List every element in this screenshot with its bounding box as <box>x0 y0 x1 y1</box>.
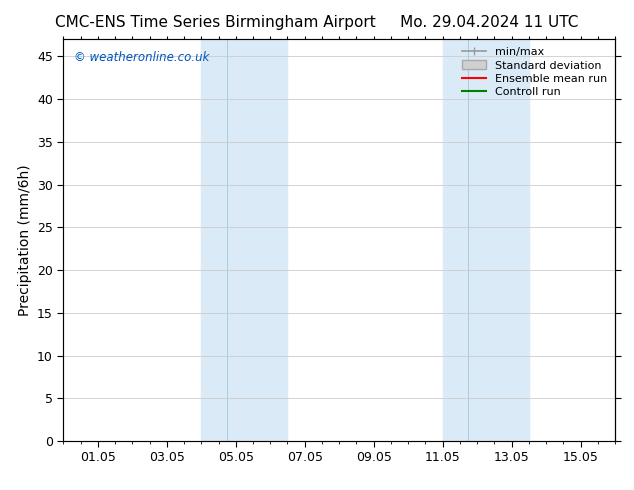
Y-axis label: Precipitation (mm/6h): Precipitation (mm/6h) <box>18 164 32 316</box>
Legend: min/max, Standard deviation, Ensemble mean run, Controll run: min/max, Standard deviation, Ensemble me… <box>460 45 609 99</box>
Text: © weatheronline.co.uk: © weatheronline.co.uk <box>74 51 210 64</box>
Bar <box>443 39 529 441</box>
Text: CMC-ENS Time Series Birmingham Airport     Mo. 29.04.2024 11 UTC: CMC-ENS Time Series Birmingham Airport M… <box>55 15 579 30</box>
Bar <box>202 39 287 441</box>
